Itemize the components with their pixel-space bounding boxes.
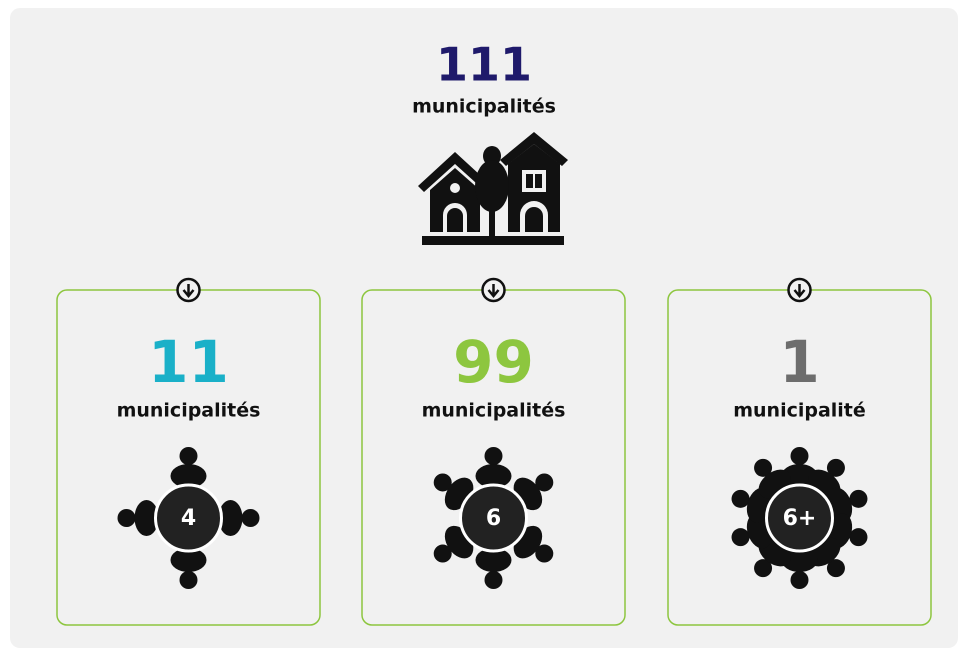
card-number: 1: [779, 328, 819, 396]
table-icon: [117, 447, 260, 589]
person-body: [170, 548, 207, 572]
person-body: [170, 464, 207, 488]
total-number: 111: [436, 38, 532, 92]
card-number: 11: [148, 328, 229, 396]
arrow: [793, 284, 806, 298]
person-head: [117, 509, 136, 527]
person-head: [790, 447, 809, 465]
person-body: [218, 500, 243, 536]
card-label: municipalité: [733, 400, 866, 422]
card-label: municipalités: [422, 400, 566, 422]
seat-count: 4: [181, 506, 196, 531]
seat-count: 6+: [783, 506, 817, 531]
card-number: 99: [453, 328, 534, 396]
houses-icon: [418, 132, 568, 245]
person-head: [535, 544, 554, 563]
person-head: [731, 489, 750, 508]
person-head: [433, 473, 452, 492]
arrow: [182, 284, 195, 298]
table-icon: [731, 447, 868, 589]
total-label: municipalités: [412, 96, 556, 118]
person-head: [179, 571, 198, 589]
person-head: [754, 559, 773, 578]
person-body: [475, 464, 512, 488]
arrow: [487, 284, 500, 298]
person-head: [241, 509, 260, 527]
person-head: [484, 447, 503, 465]
person-head: [826, 458, 845, 477]
person-body: [475, 548, 512, 572]
person-head: [754, 458, 773, 477]
person-head: [826, 559, 845, 578]
table: [459, 483, 528, 553]
person-head: [731, 528, 750, 547]
person-head: [433, 544, 452, 563]
panel: [10, 8, 958, 648]
person-body: [134, 500, 159, 536]
person-head: [790, 571, 809, 589]
table: [765, 483, 834, 553]
cards: 11 municipalités 4 99 municipalités 6 1 municip…: [56, 277, 932, 626]
person-head: [484, 571, 503, 589]
table: [154, 483, 223, 553]
card-label: municipalités: [117, 400, 261, 422]
person-head: [179, 447, 198, 465]
person-head: [535, 473, 554, 492]
person-head: [849, 528, 868, 547]
person-head: [849, 489, 868, 508]
table-icon: [433, 447, 554, 589]
seat-count: 6: [486, 506, 501, 531]
